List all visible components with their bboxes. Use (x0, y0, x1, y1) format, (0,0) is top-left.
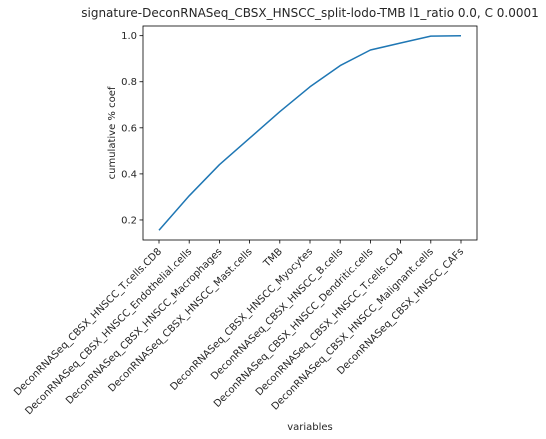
y-tick-label: 0.8 (121, 77, 137, 88)
y-tick-label: 0.2 (121, 215, 137, 226)
y-tick-label: 0.4 (121, 169, 137, 180)
y-tick-label: 0.6 (121, 123, 137, 134)
x-tick-label: TMB (261, 246, 285, 270)
series-line (159, 36, 461, 231)
plot-frame (143, 26, 477, 240)
y-tick-label: 1.0 (121, 31, 137, 42)
plot-area: 0.20.40.60.81.0DeconRNASeq_CBSX_HNSCC_T.… (12, 26, 477, 417)
x-axis-title: variables (287, 422, 333, 433)
chart-title: signature-DeconRNASeq_CBSX_HNSCC_split-l… (81, 6, 539, 20)
y-axis-title: cumulative % coef (107, 86, 118, 179)
